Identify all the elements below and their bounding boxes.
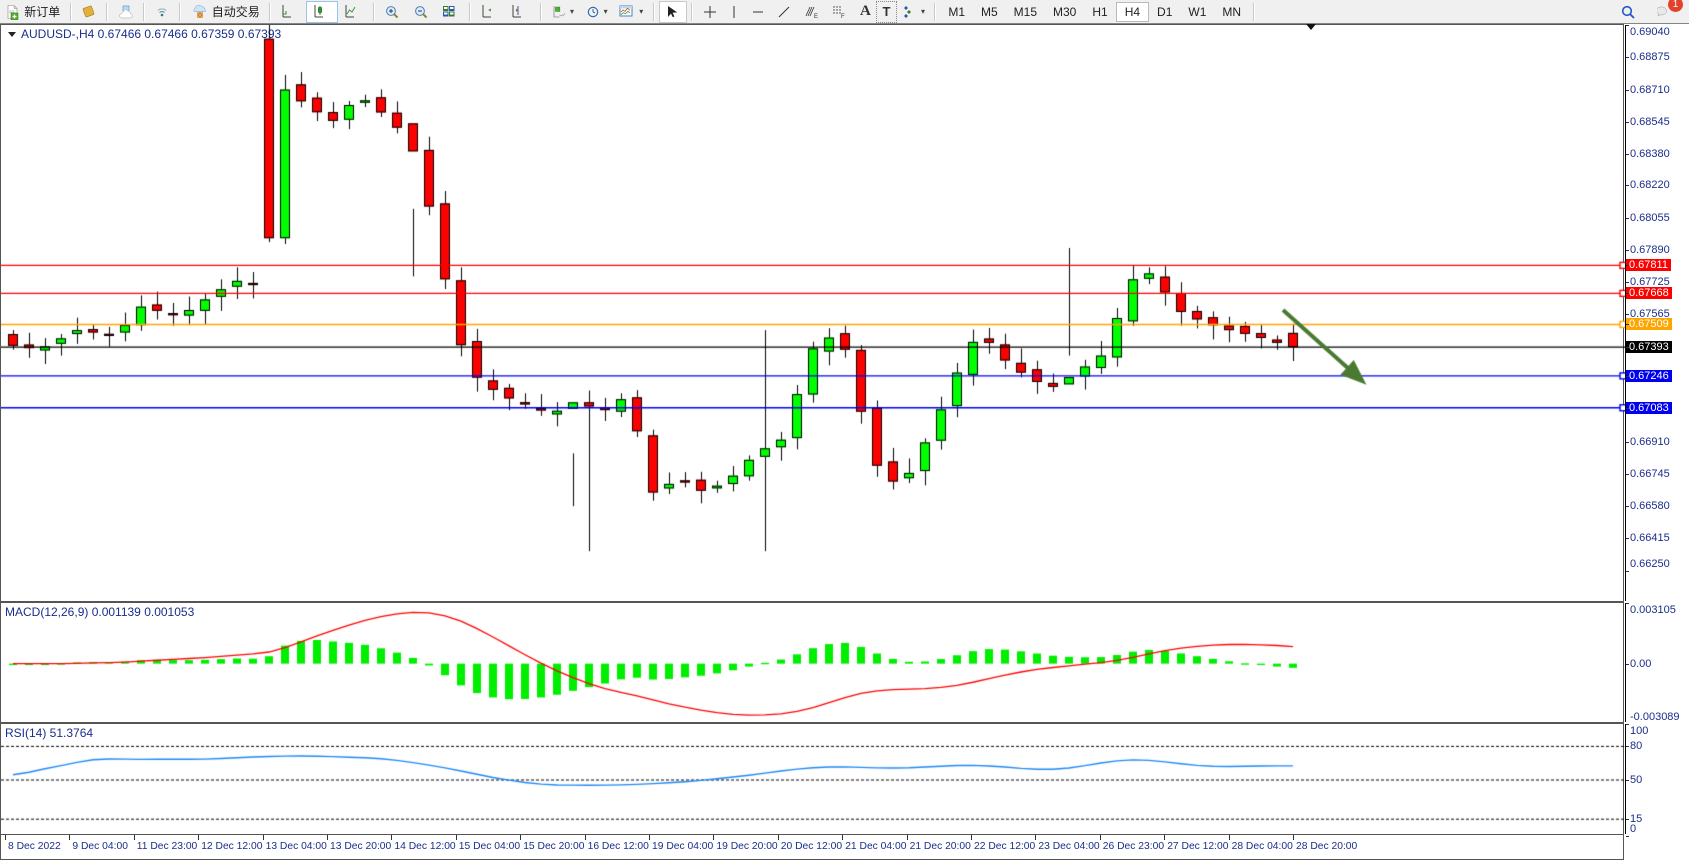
svg-text:F: F [841, 14, 845, 20]
svg-text:E: E [814, 14, 818, 20]
